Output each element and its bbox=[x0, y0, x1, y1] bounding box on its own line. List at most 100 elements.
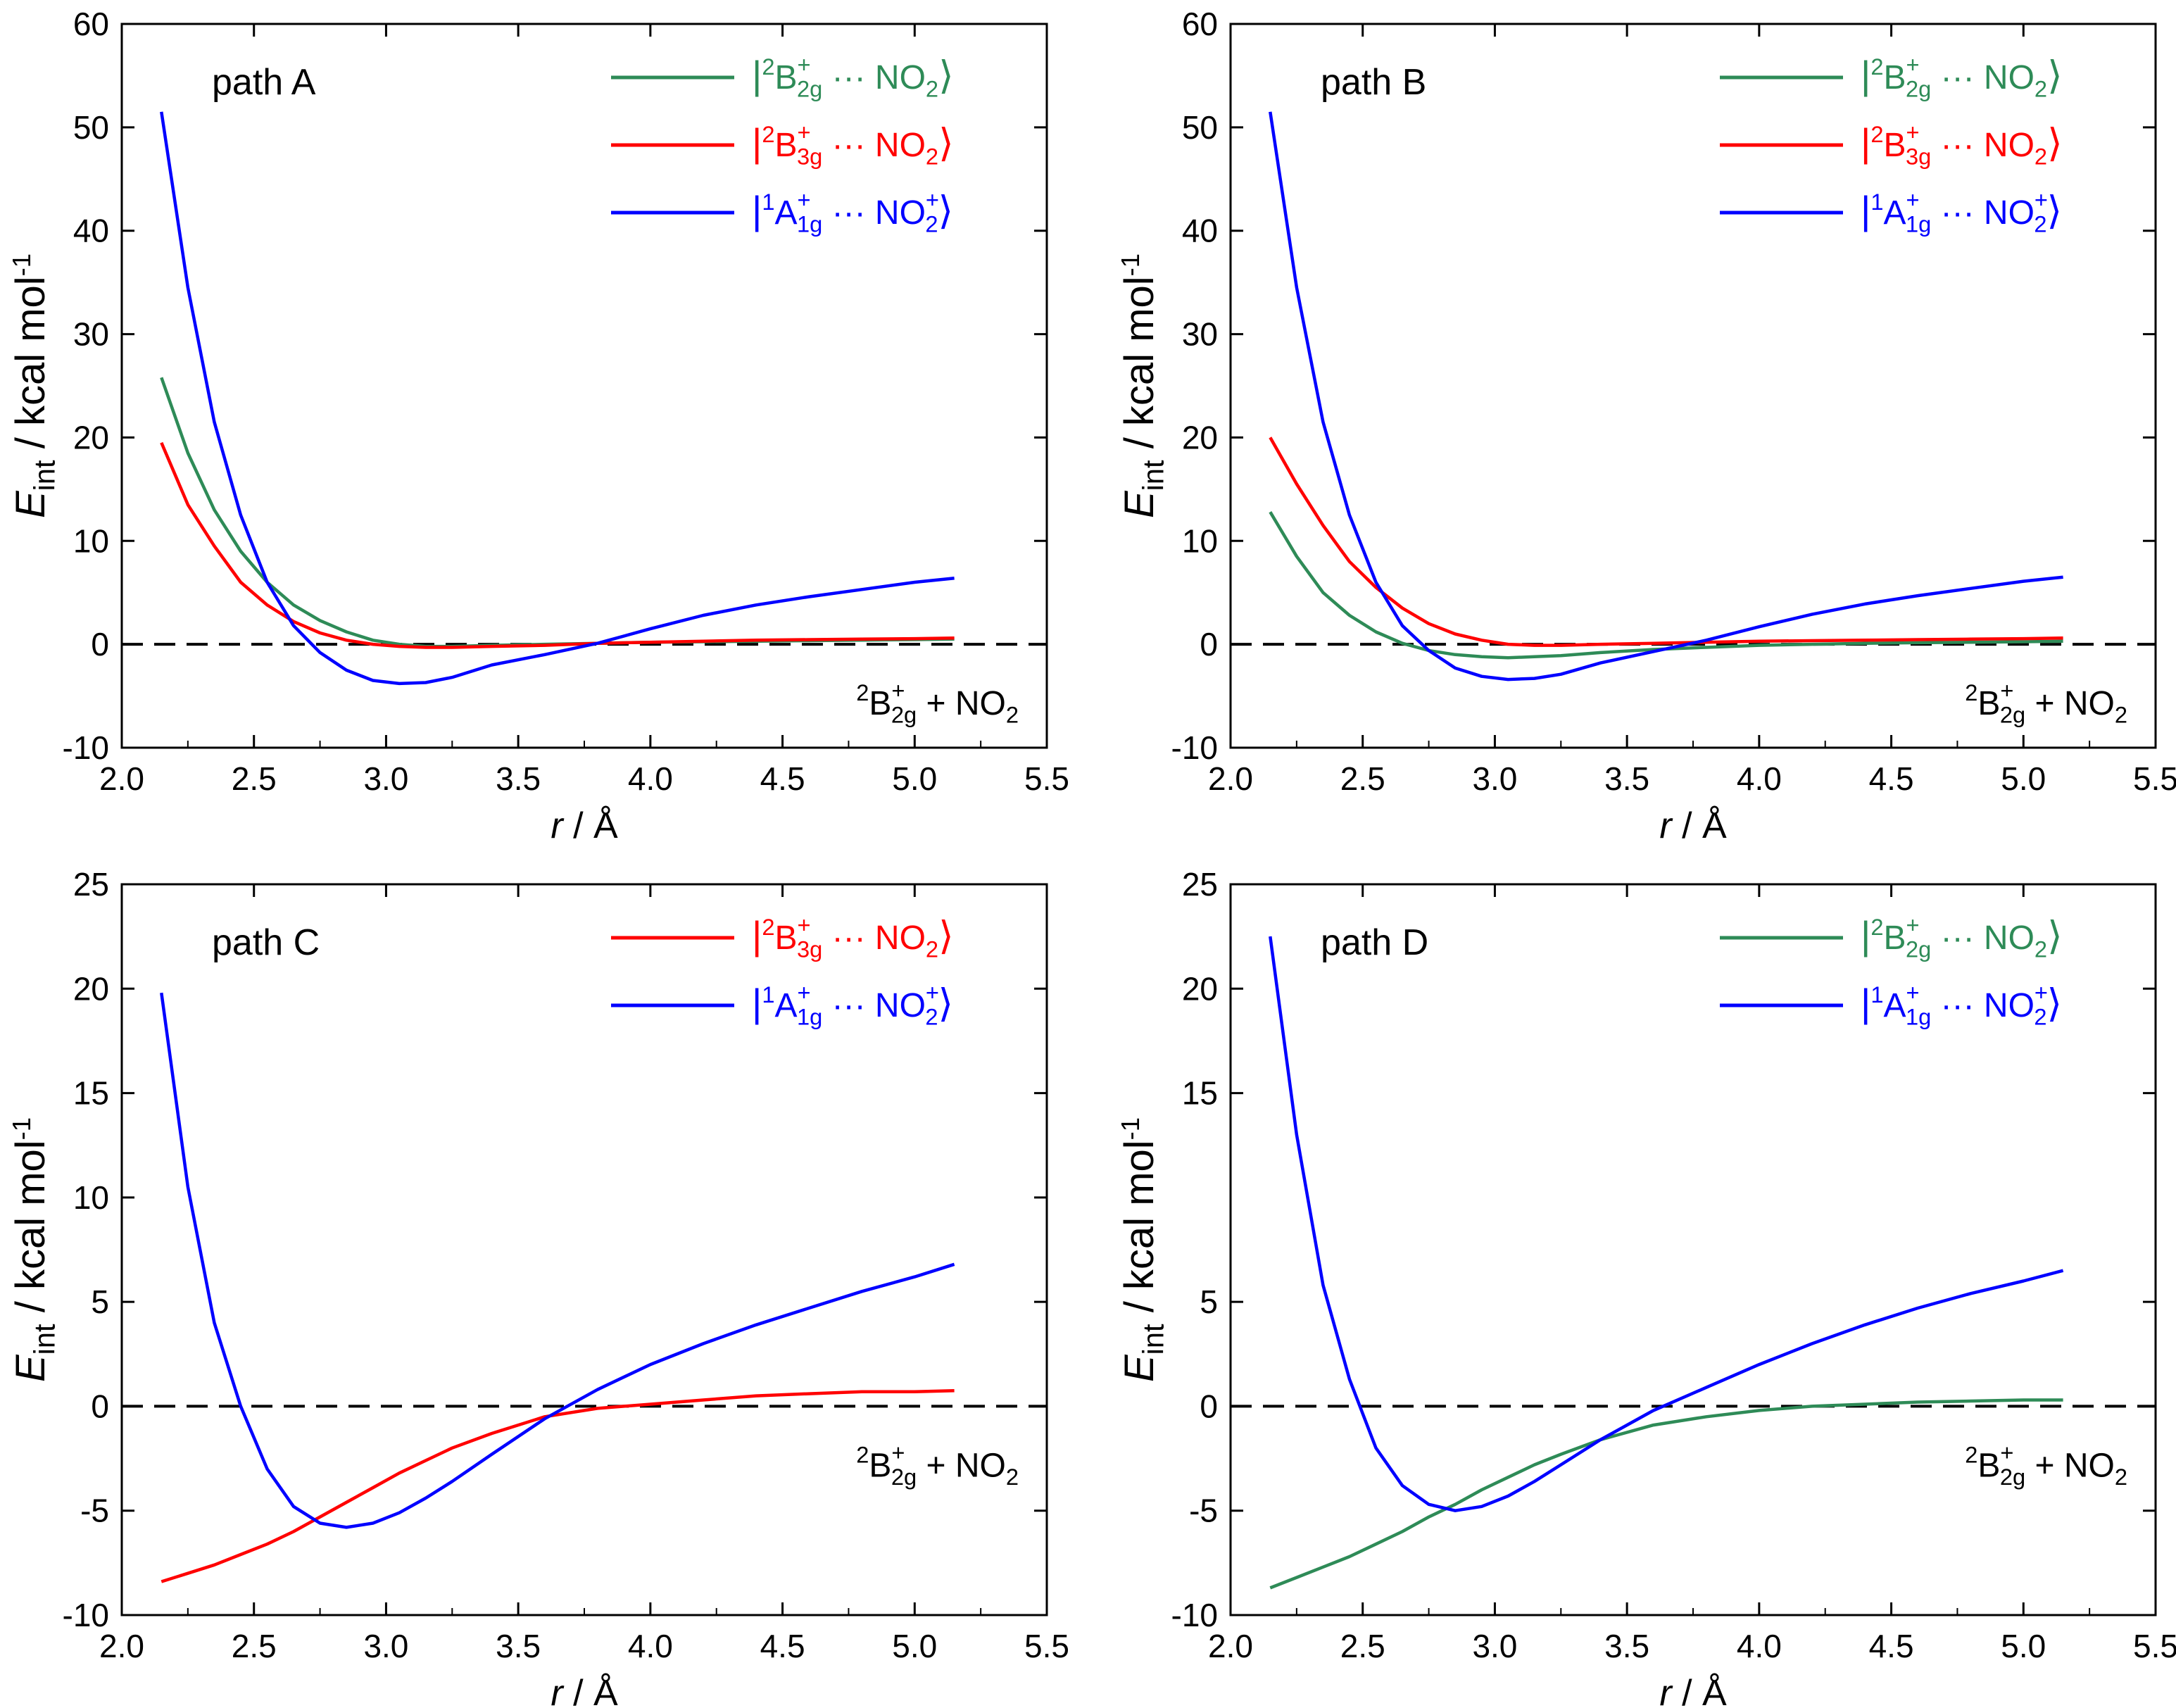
x-tick-label: 2.0 bbox=[1208, 760, 1253, 797]
y-tick-label: 40 bbox=[73, 213, 109, 249]
y-tick-label: 20 bbox=[1182, 970, 1218, 1007]
x-axis-label: r / Å bbox=[1659, 1673, 1727, 1708]
x-tick-label: 3.5 bbox=[496, 760, 541, 797]
x-tick-label: 5.5 bbox=[2133, 1628, 2176, 1664]
y-tick-label: 0 bbox=[1200, 626, 1218, 663]
y-axis-label: Eint / kcal mol-1 bbox=[7, 253, 61, 518]
legend-label-A1g: |1A+ 1g ··· NO+ 2⟩ bbox=[1861, 187, 2062, 237]
x-tick-label: 3.0 bbox=[1472, 760, 1517, 797]
x-tick-label: 4.5 bbox=[1869, 760, 1914, 797]
x-tick-label: 3.0 bbox=[363, 1628, 408, 1664]
asymptote-label: 2B+ 2g + NO2 bbox=[856, 677, 1019, 728]
x-tick-label: 4.0 bbox=[1737, 760, 1782, 797]
series-line-B2g bbox=[1269, 511, 2063, 660]
legend-label-A1g: |1A+ 1g ··· NO+ 2⟩ bbox=[1861, 979, 2062, 1030]
y-tick-label: 25 bbox=[73, 866, 109, 903]
x-tick-label: 4.0 bbox=[628, 1628, 673, 1664]
series-line-B3g bbox=[161, 1388, 955, 1583]
x-tick-label: 2.5 bbox=[1340, 1628, 1385, 1664]
chart-panel-4: 2.0 2.5 3.0 3.5 4.0 4.5 5.0 5.5 -10 -5 0 5 15 20 25 pat… bbox=[1116, 866, 2176, 1708]
legend-label-B2g: |2B+ 2g ··· NO2⟩ bbox=[1861, 51, 2063, 102]
x-tick-label: 4.5 bbox=[760, 760, 805, 797]
chart-panel-2: 2.0 2.5 3.0 3.5 4.0 4.5 5.0 5.5 -10 0 10 20 30 40 50 60… bbox=[1116, 6, 2176, 846]
asymptote-label: 2B+ 2g + NO2 bbox=[856, 1439, 1019, 1490]
x-tick-label: 5.0 bbox=[2001, 1628, 2046, 1664]
y-tick-label: 15 bbox=[1182, 1075, 1218, 1112]
y-axis-label: Eint / kcal mol-1 bbox=[1116, 253, 1169, 518]
panel-title: path C bbox=[212, 922, 320, 963]
y-tick-label: 5 bbox=[91, 1283, 109, 1320]
y-tick-label: 10 bbox=[1182, 522, 1218, 559]
y-axis-label: Eint / kcal mol-1 bbox=[7, 1117, 61, 1382]
x-tick-label: 3.5 bbox=[496, 1628, 541, 1664]
x-tick-label: 2.5 bbox=[232, 760, 277, 797]
y-tick-label: 30 bbox=[1182, 316, 1218, 353]
x-tick-label: 5.5 bbox=[2133, 760, 2176, 797]
y-tick-label: -10 bbox=[1171, 729, 1218, 766]
x-tick-label: 4.0 bbox=[1737, 1628, 1782, 1664]
legend-label-A1g: |1A+ 1g ··· NO+ 2⟩ bbox=[752, 979, 953, 1030]
series-line-B2g bbox=[1269, 1398, 2063, 1590]
y-tick-label: -10 bbox=[63, 729, 109, 766]
x-axis-label: r / Å bbox=[1659, 805, 1727, 846]
legend-label-B3g: |2B+ 3g ··· NO2⟩ bbox=[752, 119, 954, 170]
panel-title: path D bbox=[1321, 922, 1428, 963]
asymptote-label: 2B+ 2g + NO2 bbox=[1965, 677, 2127, 728]
y-tick-label: 0 bbox=[91, 1388, 109, 1424]
x-tick-label: 2.0 bbox=[99, 760, 144, 797]
x-tick-label: 4.5 bbox=[760, 1628, 805, 1664]
y-tick-label: 5 bbox=[1200, 1283, 1218, 1320]
x-tick-label: 3.0 bbox=[363, 760, 408, 797]
series-line-A1g bbox=[1269, 936, 2064, 1512]
x-axis-label: r / Å bbox=[551, 805, 618, 846]
y-tick-label: 20 bbox=[73, 970, 109, 1007]
asymptote-label: 2B+ 2g + NO2 bbox=[1965, 1439, 2127, 1490]
chart-panel-1: 2.0 2.5 3.0 3.5 4.0 4.5 5.0 5.5 -10 0 10 20 30 40 50 60… bbox=[7, 6, 1069, 846]
legend-label-B2g: |2B+ 2g ··· NO2⟩ bbox=[752, 51, 954, 102]
series-line-A1g bbox=[1269, 111, 2063, 682]
x-tick-label: 5.0 bbox=[892, 1628, 937, 1664]
y-tick-label: 10 bbox=[73, 1179, 109, 1216]
y-tick-label: 20 bbox=[73, 419, 109, 456]
y-axis-label: Eint / kcal mol-1 bbox=[1116, 1117, 1169, 1382]
y-tick-label: 60 bbox=[73, 6, 109, 42]
x-axis-label: r / Å bbox=[551, 1673, 618, 1708]
x-tick-label: 2.0 bbox=[99, 1628, 144, 1664]
x-tick-label: 2.5 bbox=[1340, 760, 1385, 797]
series-line-A1g bbox=[160, 111, 955, 686]
y-tick-label: 0 bbox=[91, 626, 109, 663]
y-tick-label: -5 bbox=[1189, 1493, 1218, 1529]
x-tick-label: 5.0 bbox=[892, 760, 937, 797]
x-tick-label: 3.5 bbox=[1604, 1628, 1649, 1664]
x-tick-label: 5.5 bbox=[1024, 760, 1069, 797]
y-tick-label: 40 bbox=[1182, 213, 1218, 249]
y-tick-label: 20 bbox=[1182, 419, 1218, 456]
y-tick-label: 50 bbox=[1182, 109, 1218, 146]
y-tick-label: 15 bbox=[73, 1075, 109, 1112]
legend-label-A1g: |1A+ 1g ··· NO+ 2⟩ bbox=[752, 187, 953, 237]
y-tick-label: -10 bbox=[1171, 1597, 1218, 1633]
panel-title: path A bbox=[212, 62, 316, 103]
series-line-B3g bbox=[160, 441, 955, 649]
x-tick-label: 4.5 bbox=[1869, 1628, 1914, 1664]
panel-title: path B bbox=[1321, 62, 1426, 103]
chart-panel-3: 2.0 2.5 3.0 3.5 4.0 4.5 5.0 5.5 -10 -5 0 5 10 15 20 25 p… bbox=[7, 866, 1069, 1708]
series-line-B3g bbox=[1269, 437, 2063, 647]
series-line-A1g bbox=[160, 992, 955, 1529]
x-tick-label: 3.5 bbox=[1604, 760, 1649, 797]
y-tick-label: 30 bbox=[73, 316, 109, 353]
y-tick-label: 10 bbox=[73, 522, 109, 559]
x-tick-label: 3.0 bbox=[1472, 1628, 1517, 1664]
x-tick-label: 5.0 bbox=[2001, 760, 2046, 797]
x-tick-label: 4.0 bbox=[628, 760, 673, 797]
x-tick-label: 2.5 bbox=[232, 1628, 277, 1664]
y-tick-label: 0 bbox=[1200, 1388, 1218, 1424]
legend-label-B3g: |2B+ 3g ··· NO2⟩ bbox=[752, 912, 954, 962]
y-tick-label: -10 bbox=[63, 1597, 109, 1633]
y-tick-label: -5 bbox=[80, 1493, 109, 1529]
y-tick-label: 50 bbox=[73, 109, 109, 146]
x-tick-label: 5.5 bbox=[1024, 1628, 1069, 1664]
y-tick-label: 60 bbox=[1182, 6, 1218, 42]
legend-label-B2g: |2B+ 2g ··· NO2⟩ bbox=[1861, 912, 2063, 962]
